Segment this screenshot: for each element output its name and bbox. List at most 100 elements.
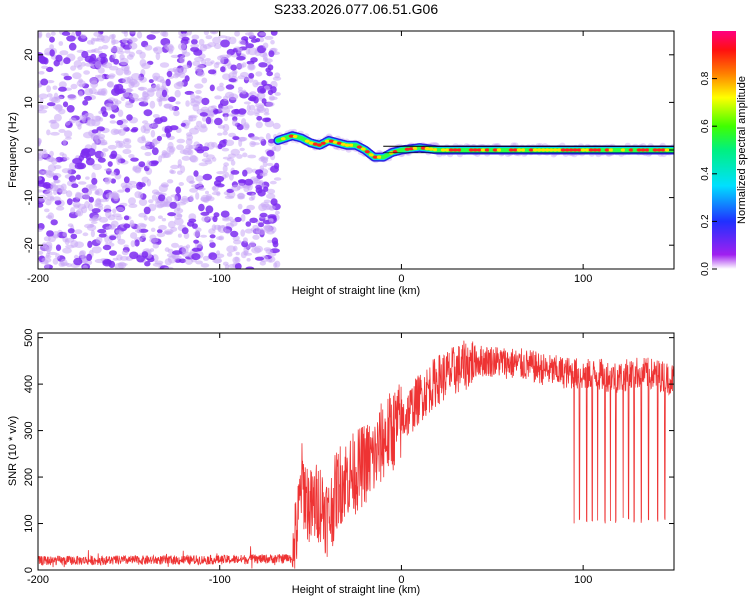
- noise-point: [144, 44, 153, 51]
- noise-point: [126, 114, 133, 121]
- noise-point: [138, 161, 146, 168]
- noise-point: [109, 171, 117, 176]
- noise-point: [107, 97, 116, 102]
- noise-point: [150, 31, 161, 34]
- noise-point: [112, 257, 119, 261]
- colorbar-ticks: 0.0 0.2 0.4 0.6 0.8: [700, 71, 717, 276]
- noise-point: [117, 109, 124, 117]
- noise-point: [101, 45, 109, 50]
- noise-point: [237, 179, 247, 184]
- noise-point: [110, 46, 121, 53]
- noise-point: [272, 122, 281, 130]
- noise-point: [242, 208, 251, 215]
- signal-peak: [664, 148, 670, 152]
- noise-point: [96, 90, 106, 96]
- noise-point: [39, 97, 44, 104]
- noise-point: [176, 138, 186, 144]
- noise-point: [130, 157, 139, 162]
- noise-point: [120, 96, 126, 101]
- y-tick-label: 300: [23, 421, 35, 439]
- noise-point: [115, 215, 123, 221]
- signal-peak: [452, 148, 458, 152]
- colorbar-tick-label: 0.6: [700, 119, 711, 133]
- noise-point: [91, 217, 99, 222]
- noise-point: [198, 181, 203, 187]
- noise-point: [208, 69, 217, 75]
- noise-point: [129, 251, 139, 260]
- noise-point: [234, 31, 240, 37]
- signal-peak: [644, 148, 650, 152]
- noise-point: [230, 148, 240, 156]
- noise-point: [151, 123, 159, 129]
- noise-point: [179, 149, 189, 155]
- noise-point: [196, 71, 205, 77]
- signal-peak: [588, 148, 594, 152]
- noise-point: [58, 128, 66, 133]
- signal-peak: [628, 148, 634, 152]
- noise-point: [158, 224, 167, 231]
- noise-point: [90, 229, 95, 238]
- noise-point: [46, 102, 56, 107]
- noise-point: [38, 194, 47, 202]
- noise-point: [107, 144, 117, 150]
- noise-point: [70, 83, 78, 90]
- signal-peak: [404, 147, 410, 151]
- noise-point: [236, 47, 243, 51]
- noise-point: [123, 138, 132, 145]
- noise-point: [188, 218, 197, 223]
- noise-point: [187, 149, 194, 156]
- noise-point: [156, 135, 162, 142]
- signal-track: [273, 128, 674, 164]
- noise-point: [123, 244, 129, 248]
- noise-point: [93, 31, 101, 37]
- noise-point: [266, 230, 275, 235]
- signal-peak: [328, 139, 334, 143]
- noise-point: [66, 198, 73, 206]
- noise-point: [204, 58, 211, 62]
- noise-point: [248, 72, 255, 79]
- signal-peak: [348, 143, 354, 147]
- noise-point: [168, 96, 176, 103]
- noise-point: [78, 90, 83, 97]
- noise-point: [228, 36, 237, 45]
- signal-peak: [416, 146, 422, 150]
- noise-point: [165, 78, 171, 87]
- signal-peak: [468, 148, 474, 152]
- noise-point: [128, 51, 135, 58]
- noise-point: [269, 96, 278, 101]
- noise-point: [195, 120, 203, 127]
- noise-point: [63, 156, 70, 161]
- noise-point: [191, 253, 201, 261]
- signal-peak: [604, 148, 610, 152]
- signal-peak: [280, 137, 286, 141]
- noise-point: [92, 163, 102, 171]
- noise-point: [94, 189, 100, 195]
- noise-point: [219, 139, 227, 148]
- noise-point: [232, 119, 238, 127]
- noise-point: [176, 213, 183, 218]
- noise-point: [199, 112, 208, 117]
- noise-point: [116, 206, 125, 212]
- noise-point: [136, 31, 143, 39]
- noise-point: [177, 81, 184, 87]
- colorbar-tick-label: 0.2: [700, 214, 711, 228]
- noise-point: [91, 208, 101, 214]
- noise-point: [84, 95, 92, 101]
- noise-point: [223, 162, 230, 167]
- signal-peak: [536, 148, 542, 152]
- noise-point: [181, 227, 189, 235]
- noise-point: [142, 91, 147, 95]
- noise-point: [102, 62, 113, 69]
- noise-point: [155, 89, 163, 98]
- noise-point: [38, 104, 44, 111]
- noise-point: [265, 133, 271, 140]
- noise-point: [185, 144, 193, 150]
- noise-point: [151, 147, 159, 156]
- noise-point: [50, 31, 56, 36]
- noise-point: [210, 60, 215, 64]
- signal-peak: [612, 148, 618, 152]
- noise-point: [62, 247, 72, 254]
- noise-point: [237, 136, 246, 142]
- signal-peak: [392, 150, 398, 154]
- noise-point: [46, 85, 51, 93]
